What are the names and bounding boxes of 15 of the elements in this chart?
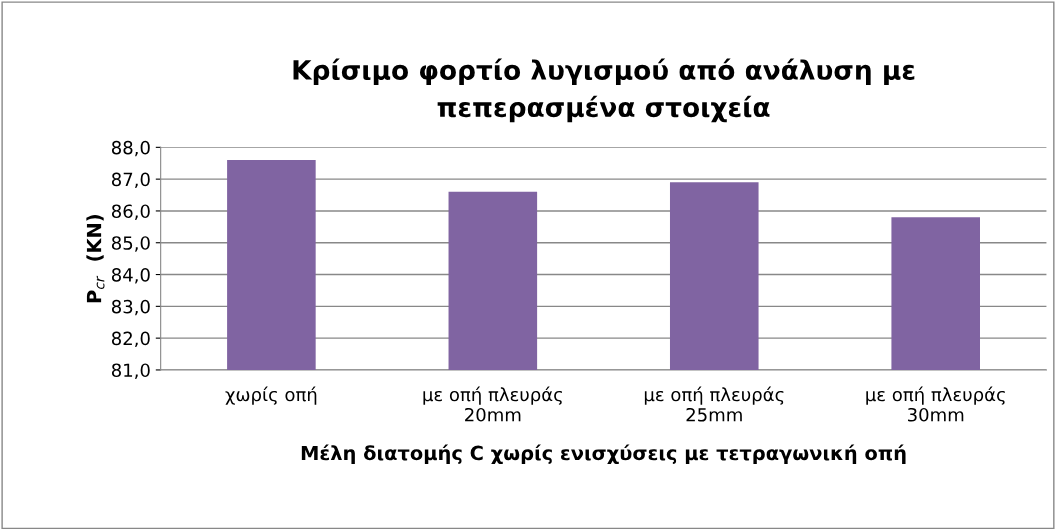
x-tick-label: με οπή πλευράς 20mm: [423, 386, 562, 422]
y-tick-label: 85,0: [111, 236, 150, 252]
y-tick-label: 88,0: [111, 140, 150, 157]
x-tick-label: χωρίς οπή: [225, 386, 317, 405]
y-tick-label: 86,0: [111, 204, 150, 220]
y-tick-label: 83,0: [111, 299, 150, 316]
x-tick-label: με οπή πλευράς 25mm: [644, 386, 784, 422]
y-tick-label: 82,0: [111, 331, 150, 348]
x-axis-title: Μέλη διατομής C χωρίς ενισχύσεις με τετραγωνική οπή: [301, 444, 906, 465]
y-tick-label: 87,0: [111, 172, 150, 189]
x-tick-label: με οπή πλευράς 30mm: [866, 386, 1005, 422]
y-tick-label: 84,0: [111, 268, 150, 284]
y-axis-title: P$_{cr}$ (KN): [86, 215, 105, 303]
y-tick-label: 81,0: [111, 363, 150, 379]
chart-title: Κρίσιμο φορτίο λυγισμού από ανάλυση με πεπερασμένα στοιχεία: [293, 58, 915, 123]
